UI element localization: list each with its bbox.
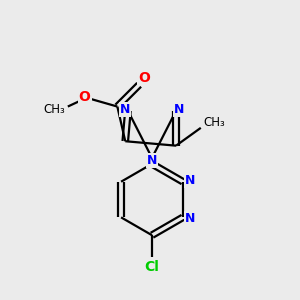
Text: N: N — [120, 103, 130, 116]
Text: Cl: Cl — [145, 260, 159, 274]
Text: N: N — [147, 154, 157, 167]
Text: N: N — [184, 212, 195, 225]
Text: O: O — [79, 90, 91, 104]
Text: CH₃: CH₃ — [43, 103, 65, 116]
Text: N: N — [174, 103, 184, 116]
Text: CH₃: CH₃ — [204, 116, 226, 129]
Text: N: N — [184, 174, 195, 187]
Text: O: O — [138, 71, 150, 85]
